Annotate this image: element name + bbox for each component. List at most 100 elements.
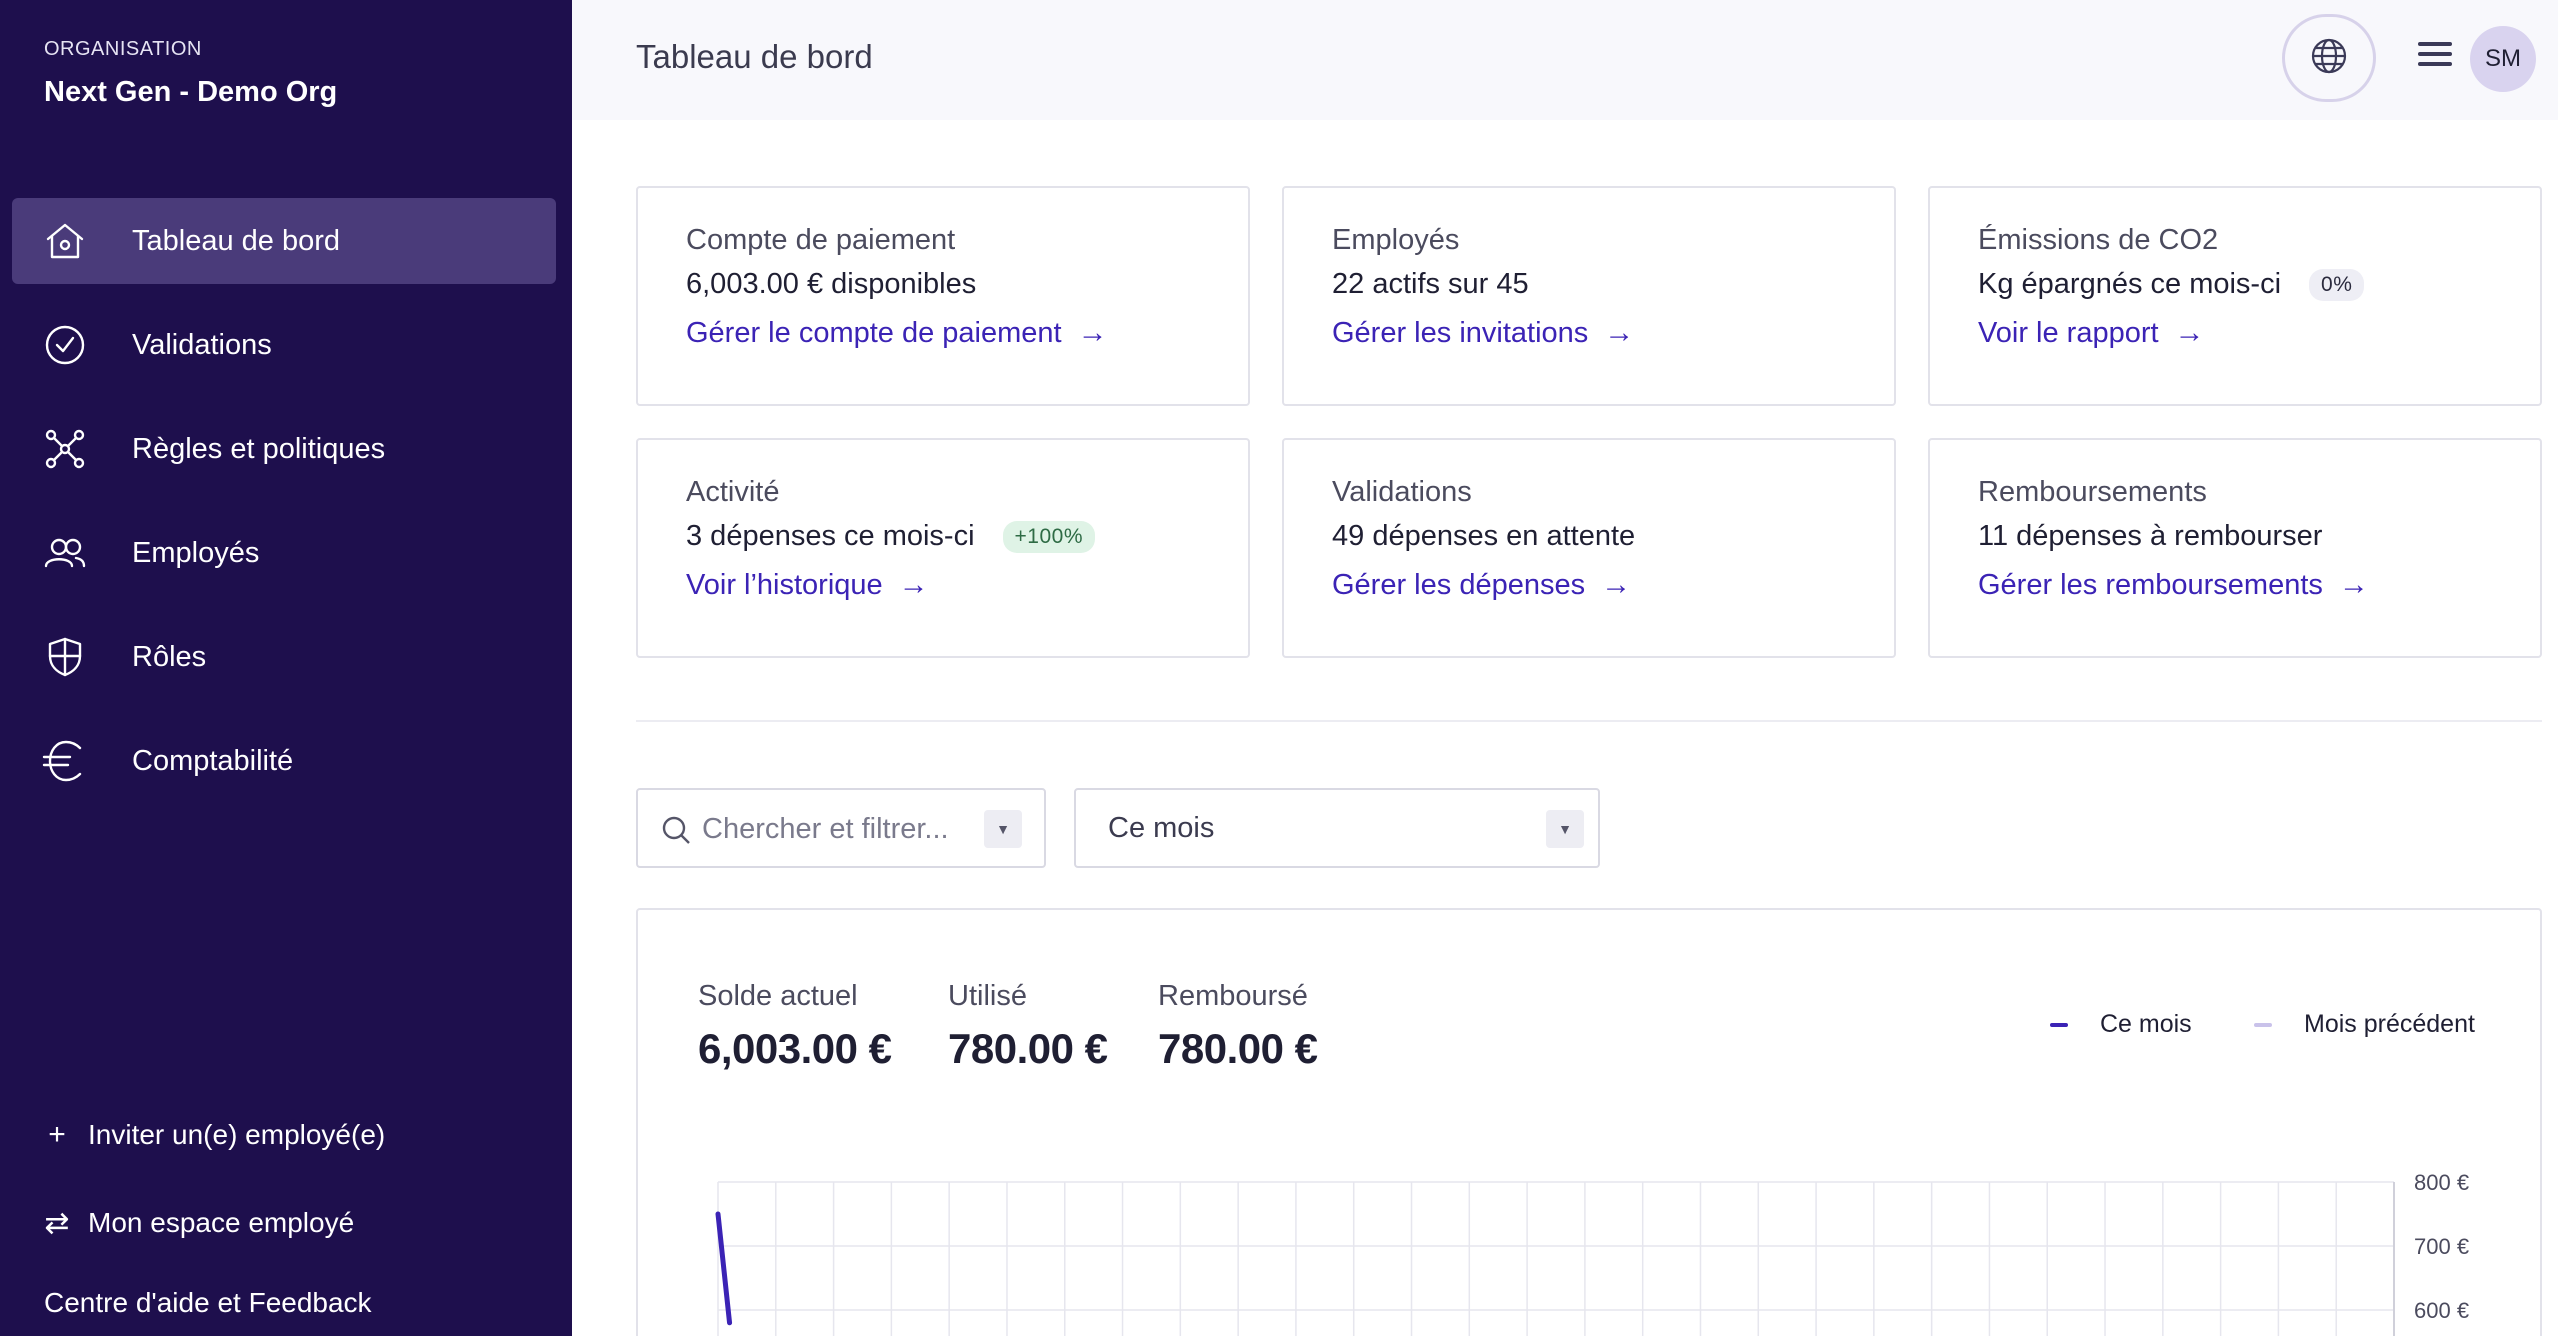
manage-invitations-link[interactable]: Gérer les invitations → <box>1332 316 1634 350</box>
card-title: Compte de paiement <box>686 224 956 256</box>
top-bar: Tableau de bord SM <box>572 0 2558 120</box>
balance-chart-panel: Solde actuel 6,003.00 € Utilisé 780.00 €… <box>636 908 2542 1336</box>
card-value: 6,003.00 € disponibles <box>686 268 976 301</box>
card-activity: Activité 3 dépenses ce mois-ci +100% Voir… <box>636 438 1250 658</box>
stat-used: Utilisé 780.00 € <box>948 980 1108 1073</box>
chevron-down-icon[interactable]: ▼ <box>1546 810 1584 848</box>
avatar[interactable]: SM <box>2470 26 2536 92</box>
card-title: Employés <box>1332 224 1460 256</box>
sidebar-item-label: Validations <box>132 328 272 361</box>
legend-label: Ce mois <box>2100 1010 2192 1038</box>
card-value-text: 6,003.00 € disponibles <box>686 268 977 300</box>
arrow-right-icon: → <box>2174 316 2205 349</box>
card-value: 11 dépenses à rembourser <box>1978 520 2322 553</box>
manage-payment-account-link[interactable]: Gérer le compte de paiement → <box>686 316 1108 350</box>
card-value-text: Kg épargnés ce mois-ci <box>1978 268 2282 300</box>
y-tick-label: 700 € <box>2414 1234 2469 1259</box>
card-value-text: 49 dépenses en attente <box>1332 520 1636 552</box>
help-feedback-label: Centre d'aide et Feedback <box>44 1287 372 1318</box>
card-title: Émissions de CO2 <box>1978 224 2219 256</box>
period-select[interactable]: Ce mois ▼ <box>1074 788 1600 868</box>
y-tick-label: 600 € <box>2414 1298 2469 1323</box>
sidebar: ORGANISATION Next Gen - Demo Org Tableau… <box>0 0 572 1336</box>
org-name[interactable]: Next Gen - Demo Org <box>44 76 338 108</box>
invite-employee-link[interactable]: + Inviter un(e) employé(e) <box>44 1112 385 1158</box>
sidebar-item-label: Rôles <box>132 640 207 673</box>
search-filter-field[interactable]: ▼ <box>636 788 1046 868</box>
sidebar-item-label: Règles et politiques <box>132 432 386 465</box>
plus-icon: + <box>48 1118 66 1151</box>
search-icon <box>660 814 692 846</box>
period-value: Ce mois <box>1108 812 1215 844</box>
employee-space-label: Mon espace employé <box>88 1207 355 1238</box>
page-title: Tableau de bord <box>636 38 873 75</box>
sidebar-item-label: Tableau de bord <box>132 224 340 257</box>
search-input[interactable] <box>702 808 972 850</box>
y-tick-label: 800 € <box>2414 1170 2469 1195</box>
card-value: 49 dépenses en attente <box>1332 520 1635 553</box>
card-value-text: 3 dépenses ce mois-ci <box>686 520 975 552</box>
percent-badge: 0% <box>2309 268 2365 301</box>
card-link-label: Gérer les dépenses <box>1332 568 1586 601</box>
manage-reimbursements-link[interactable]: Gérer les remboursements → <box>1978 568 2369 602</box>
sidebar-footer: + Inviter un(e) employé(e) ⇄ Mon espace … <box>44 1112 385 1336</box>
view-report-link[interactable]: Voir le rapport → <box>1978 316 2205 350</box>
card-validations: Validations 49 dépenses en attente Gérer… <box>1282 438 1896 658</box>
globe-icon <box>2310 37 2348 80</box>
users-icon <box>42 530 88 576</box>
card-value-text: 11 dépenses à rembourser <box>1978 520 2323 552</box>
card-title: Validations <box>1332 476 1472 508</box>
stat-refunded: Remboursé 780.00 € <box>1158 980 1318 1073</box>
legend-swatch <box>2050 1022 2068 1027</box>
euro-icon <box>42 738 88 784</box>
stat-value: 780.00 € <box>1158 1025 1318 1072</box>
sidebar-nav: Tableau de bord Validations Règles et po… <box>12 198 556 822</box>
card-value: Kg épargnés ce mois-ci 0% <box>1978 268 2365 301</box>
card-link-label: Gérer les remboursements <box>1978 568 2323 601</box>
stat-label: Utilisé <box>948 980 1027 1012</box>
series-line-0 <box>715 1211 733 1326</box>
sidebar-item-employees[interactable]: Employés <box>12 510 556 596</box>
line-chart: 800 € 700 € 600 € <box>715 1170 2469 1336</box>
sidebar-item-validations[interactable]: Validations <box>12 302 556 388</box>
section-divider <box>636 720 2542 722</box>
card-link-label: Voir l’historique <box>686 568 883 601</box>
arrow-right-icon: → <box>1601 568 1632 601</box>
card-employees: Employés 22 actifs sur 45 Gérer les invi… <box>1282 186 1896 406</box>
card-co2-emissions: Émissions de CO2 Kg épargnés ce mois-ci 0… <box>1928 186 2542 406</box>
arrow-right-icon: → <box>898 568 929 601</box>
hamburger-menu-icon[interactable] <box>2410 36 2460 80</box>
stat-balance: Solde actuel 6,003.00 € <box>698 980 892 1073</box>
legend-label: Mois précédent <box>2304 1010 2475 1038</box>
card-title: Activité <box>686 476 780 508</box>
manage-expenses-link[interactable]: Gérer les dépenses → <box>1332 568 1631 602</box>
employee-space-link[interactable]: ⇄ Mon espace employé <box>44 1200 385 1246</box>
sidebar-item-roles[interactable]: Rôles <box>12 614 556 700</box>
sidebar-item-label: Employés <box>132 536 260 569</box>
sidebar-item-accounting[interactable]: Comptabilité <box>12 718 556 804</box>
stat-label: Solde actuel <box>698 980 858 1012</box>
view-history-link[interactable]: Voir l’historique → <box>686 568 929 602</box>
arrow-right-icon: → <box>2338 568 2369 601</box>
legend-item-current[interactable]: Ce mois <box>2050 1010 2192 1039</box>
arrow-right-icon: → <box>1077 316 1108 349</box>
chevron-down-icon[interactable]: ▼ <box>984 810 1022 848</box>
card-link-label: Gérer le compte de paiement <box>686 316 1062 349</box>
card-link-label: Voir le rapport <box>1978 316 2159 349</box>
network-icon <box>42 426 88 472</box>
stat-value: 780.00 € <box>948 1025 1108 1072</box>
language-button[interactable] <box>2282 14 2376 102</box>
card-value: 3 dépenses ce mois-ci +100% <box>686 520 1096 553</box>
legend-swatch <box>2254 1022 2272 1027</box>
legend-item-previous[interactable]: Mois précédent <box>2254 1010 2475 1039</box>
help-feedback-link[interactable]: Centre d'aide et Feedback <box>44 1280 385 1326</box>
card-title: Remboursements <box>1978 476 2207 508</box>
org-label: ORGANISATION <box>44 38 202 60</box>
card-value-text: 22 actifs sur 45 <box>1332 268 1529 300</box>
sidebar-item-rules[interactable]: Règles et politiques <box>12 406 556 492</box>
growth-badge: +100% <box>1002 520 1096 553</box>
sidebar-item-label: Comptabilité <box>132 744 294 777</box>
stat-label: Remboursé <box>1158 980 1308 1012</box>
card-reimbursements: Remboursements 11 dépenses à rembourser … <box>1928 438 2542 658</box>
sidebar-item-dashboard[interactable]: Tableau de bord <box>12 198 556 284</box>
